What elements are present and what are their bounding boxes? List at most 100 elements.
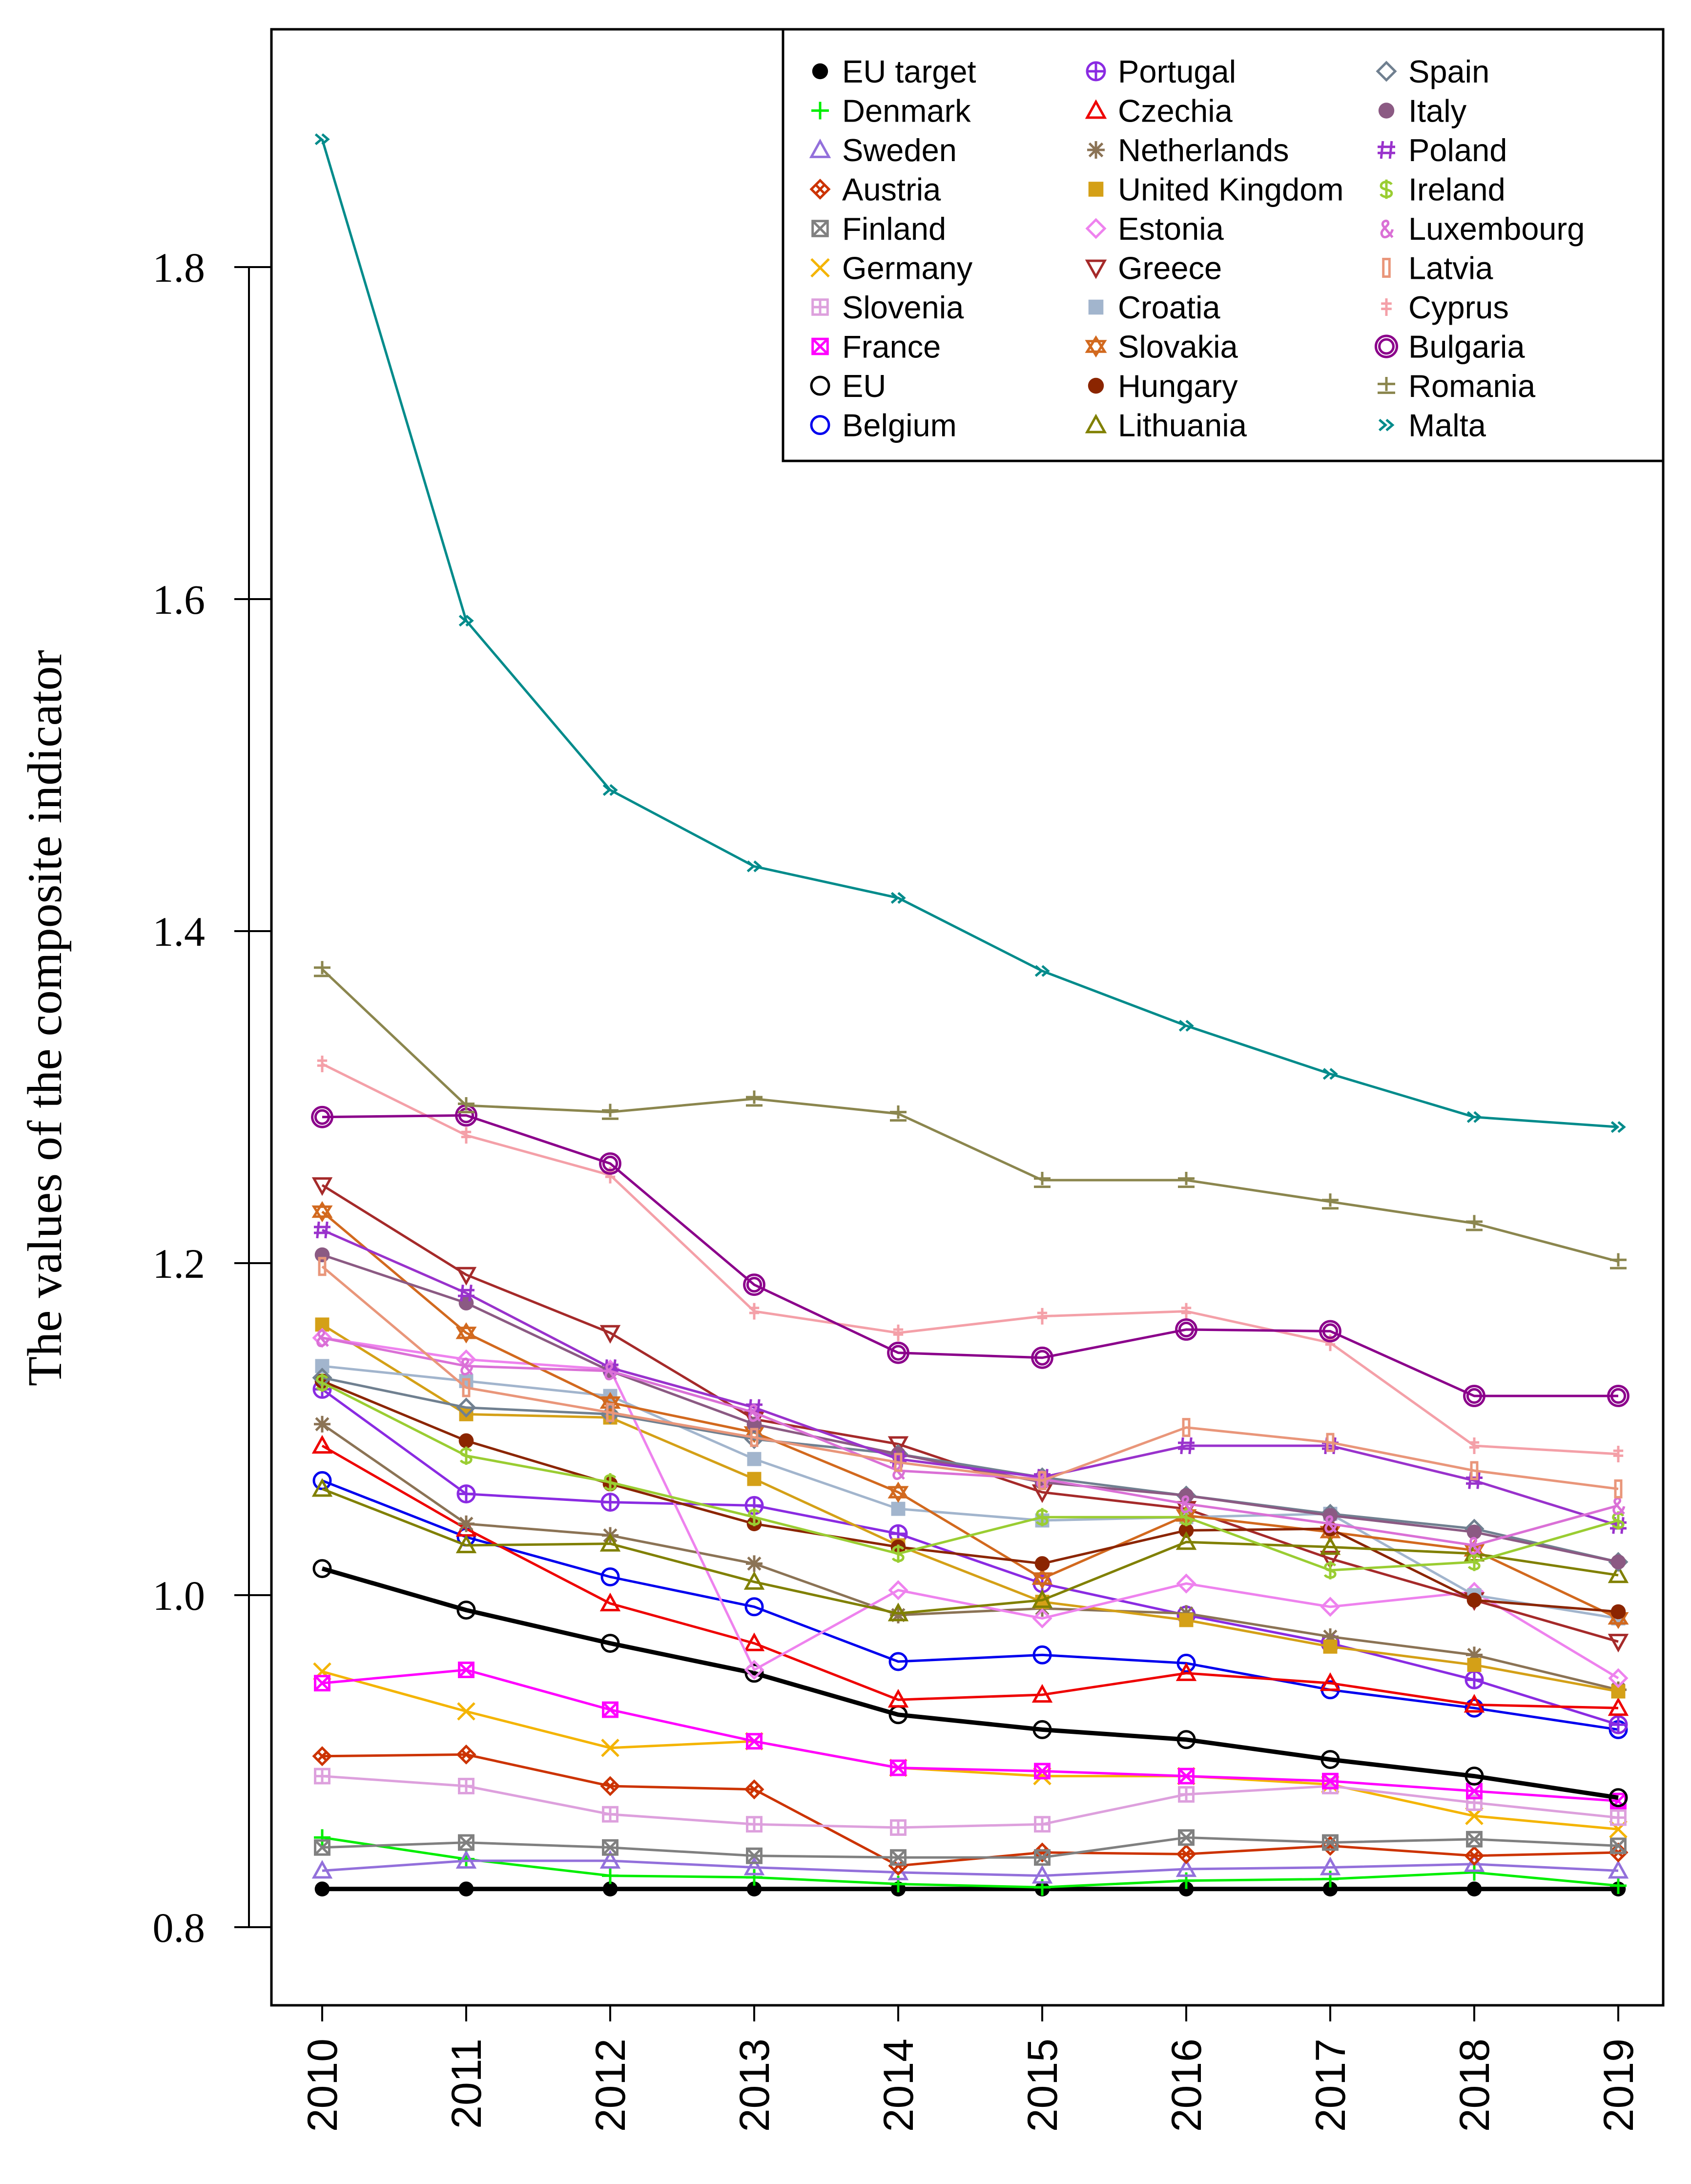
legend-marker-finland bbox=[811, 220, 829, 237]
data-point-estonia bbox=[1608, 1668, 1629, 1688]
legend-entry-bulgaria: Bulgaria bbox=[1374, 329, 1525, 365]
data-point-latvia bbox=[750, 1428, 759, 1447]
data-point-finland bbox=[314, 1839, 330, 1856]
data-point-eu-target bbox=[746, 1881, 762, 1897]
data-point-malta bbox=[1322, 1068, 1338, 1080]
data-point-bulgaria bbox=[743, 1273, 765, 1296]
series-line-poland bbox=[321, 1228, 1619, 1527]
series-line-belgium bbox=[322, 1479, 1619, 1731]
data-point-eu-target bbox=[1322, 1881, 1338, 1897]
legend-label: Cyprus bbox=[1408, 290, 1509, 325]
data-point-lithuania bbox=[599, 1533, 621, 1552]
data-point-italy bbox=[314, 1247, 330, 1263]
data-point-netherlands bbox=[314, 1415, 330, 1433]
legend-entry-netherlands: Netherlands bbox=[1087, 132, 1289, 168]
legend-marker-germany bbox=[810, 258, 830, 278]
legend-label: Romania bbox=[1408, 368, 1536, 404]
x-tick-label: 2011 bbox=[443, 2038, 490, 2129]
legend-marker-united-kingdom bbox=[1088, 182, 1104, 197]
legend-label: Hungary bbox=[1118, 368, 1238, 404]
data-point-germany bbox=[457, 1702, 475, 1721]
data-point-latvia bbox=[318, 1257, 327, 1276]
series-ireland bbox=[315, 1373, 1625, 1580]
data-point-sweden bbox=[311, 1860, 333, 1879]
legend-marker-estonia bbox=[1085, 218, 1107, 239]
data-point-estonia bbox=[1176, 1573, 1196, 1594]
legend-label: Slovakia bbox=[1118, 329, 1238, 365]
legend-entry-germany: Germany bbox=[810, 250, 973, 286]
data-point-ireland bbox=[1467, 1553, 1481, 1571]
legend-label: Germany bbox=[842, 250, 973, 286]
legend-label: France bbox=[842, 329, 941, 365]
legend-entry-slovakia: Slovakia bbox=[1085, 329, 1238, 365]
legend-entry-eu-target: EU target bbox=[812, 54, 976, 89]
data-point-bulgaria bbox=[311, 1105, 333, 1128]
data-point-romania bbox=[890, 1105, 907, 1122]
data-point-italy bbox=[1610, 1554, 1626, 1570]
series-united-kingdom bbox=[315, 1317, 1626, 1699]
data-point-latvia bbox=[1470, 1461, 1479, 1480]
legend-marker-greece bbox=[1085, 259, 1107, 279]
data-point-eu bbox=[1032, 1720, 1052, 1739]
data-point-eu bbox=[312, 1559, 332, 1579]
legend-marker-cyprus bbox=[1381, 298, 1392, 316]
legend-marker-spain bbox=[1376, 61, 1397, 82]
data-point-bulgaria bbox=[1175, 1318, 1197, 1341]
series-line-estonia bbox=[322, 1336, 1619, 1680]
legend-entry-czechia: Czechia bbox=[1085, 93, 1233, 129]
data-point-greece bbox=[599, 1325, 621, 1344]
series-malta bbox=[314, 133, 1626, 1133]
data-point-greece bbox=[455, 1267, 477, 1286]
data-point-bulgaria bbox=[1319, 1320, 1341, 1343]
y-axis: 0.8 1.0 1.2 1.4 1.6 1.8 bbox=[153, 244, 271, 1951]
series-line-latvia bbox=[321, 1265, 1619, 1490]
data-point-croatia bbox=[891, 1501, 906, 1516]
x-tick-label: 2016 bbox=[1163, 2038, 1210, 2132]
data-point-cyprus bbox=[749, 1303, 760, 1320]
data-point-spain bbox=[456, 1397, 476, 1418]
data-point-portugal bbox=[456, 1484, 476, 1504]
data-point-cyprus bbox=[893, 1324, 904, 1341]
series-layer bbox=[311, 133, 1629, 1897]
legend-label: Estonia bbox=[1118, 211, 1224, 247]
legend-entry-spain: Spain bbox=[1376, 54, 1489, 89]
data-point-slovenia bbox=[314, 1768, 330, 1785]
data-point-austria bbox=[744, 1779, 764, 1800]
data-point-czechia bbox=[1320, 1672, 1341, 1691]
data-point-luxembourg bbox=[460, 1357, 474, 1375]
legend-entry-sweden: Sweden bbox=[809, 132, 957, 168]
legend-entry-france: France bbox=[811, 329, 941, 365]
x-tick-label: 2013 bbox=[731, 2038, 778, 2132]
data-point-united-kingdom bbox=[1179, 1613, 1194, 1627]
data-point-cyprus bbox=[317, 1056, 328, 1072]
legend-entry-croatia: Croatia bbox=[1088, 290, 1220, 325]
data-point-sweden bbox=[1320, 1856, 1341, 1875]
legend-marker-eu bbox=[810, 375, 830, 396]
series-latvia bbox=[318, 1257, 1623, 1498]
series-sweden bbox=[311, 1850, 1629, 1884]
data-point-latvia bbox=[1614, 1479, 1623, 1498]
data-point-sweden bbox=[599, 1850, 621, 1869]
data-point-czechia bbox=[599, 1592, 621, 1612]
data-point-lithuania bbox=[1175, 1531, 1197, 1550]
legend-entry-united-kingdom: United Kingdom bbox=[1088, 172, 1344, 208]
legend-entry-latvia: Latvia bbox=[1382, 250, 1493, 286]
data-point-slovenia bbox=[890, 1819, 907, 1836]
legend-marker-lithuania bbox=[1085, 414, 1107, 434]
data-point-estonia bbox=[744, 1660, 764, 1680]
x-tick-label: 2017 bbox=[1307, 2038, 1354, 2132]
legend-entry-austria: Austria bbox=[809, 172, 941, 208]
legend-label: Slovenia bbox=[842, 290, 964, 325]
data-point-belgium bbox=[1032, 1645, 1052, 1664]
series-line-austria bbox=[322, 1753, 1619, 1867]
data-point-slovenia bbox=[602, 1806, 619, 1823]
series-line-germany bbox=[322, 1670, 1619, 1830]
data-point-portugal bbox=[1464, 1670, 1484, 1689]
data-point-netherlands bbox=[746, 1555, 763, 1572]
legend-entry-luxembourg: Luxembourg bbox=[1380, 211, 1585, 247]
data-point-bulgaria bbox=[1463, 1385, 1485, 1407]
data-point-romania bbox=[602, 1103, 619, 1120]
legend-entry-poland: Poland bbox=[1378, 132, 1507, 168]
data-point-eu bbox=[456, 1601, 476, 1620]
